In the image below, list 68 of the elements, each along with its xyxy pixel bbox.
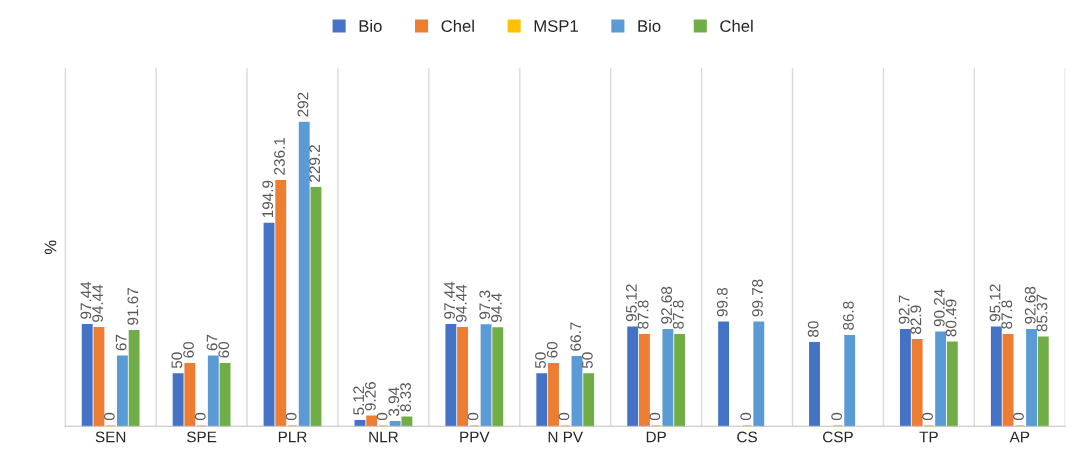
data-label: 87.8 xyxy=(637,300,649,329)
data-label: 0 xyxy=(285,412,297,421)
x-tick-label: CSP xyxy=(823,431,853,443)
x-tick-label: AP xyxy=(1009,431,1030,443)
legend-label: Chel xyxy=(720,19,753,32)
data-label: 99.78 xyxy=(752,279,763,317)
data-label: 86.8 xyxy=(842,301,854,330)
data-label: 8.33 xyxy=(400,382,411,412)
data-label: 50 xyxy=(581,352,593,369)
data-label: 92.68 xyxy=(1024,286,1036,324)
data-label: 92.7 xyxy=(898,295,910,324)
data-label: 60 xyxy=(183,341,194,358)
data-label: 0 xyxy=(1013,412,1024,421)
data-label: 92.68 xyxy=(661,286,672,324)
data-label: 94.44 xyxy=(455,284,467,322)
data-label: 95.12 xyxy=(625,284,637,322)
data-label: 0 xyxy=(740,412,752,421)
data-label: 94.4 xyxy=(491,293,502,322)
data-label: 60 xyxy=(546,341,558,358)
legend-label: Bio xyxy=(359,19,382,32)
data-label: 0 xyxy=(103,412,115,421)
x-tick-label: PPV xyxy=(460,431,490,443)
data-label: 80 xyxy=(807,321,819,337)
data-label: 60 xyxy=(218,341,230,358)
data-label: 0 xyxy=(922,412,933,421)
x-tick-label: DP xyxy=(646,431,666,443)
data-label: 0 xyxy=(558,412,570,421)
x-tick-label: N PV xyxy=(548,431,583,443)
data-label: 50 xyxy=(171,352,183,369)
data-label: 229.2 xyxy=(309,145,321,182)
data-label: 0 xyxy=(831,412,843,421)
x-tick-label: CS xyxy=(737,431,757,443)
data-label: 67 xyxy=(115,334,127,351)
data-label: 50 xyxy=(535,352,546,369)
legend-label: Chel xyxy=(441,19,474,32)
data-label: 95.12 xyxy=(989,284,1001,322)
data-label: 66.7 xyxy=(570,322,582,351)
data-label: 292 xyxy=(297,92,309,117)
data-label: 97.3 xyxy=(479,290,491,319)
data-label: 90.24 xyxy=(933,289,945,327)
data-label: 80.49 xyxy=(945,299,957,337)
data-label: 9.26 xyxy=(364,382,376,411)
data-label: 0 xyxy=(467,412,479,421)
data-label: 94.44 xyxy=(92,284,104,322)
data-label: 82.9 xyxy=(910,305,922,334)
data-label: 67 xyxy=(206,334,218,351)
data-label: 0 xyxy=(194,412,206,421)
data-label: 85.37 xyxy=(1036,294,1048,332)
x-tick-label: NLR xyxy=(369,431,398,443)
y-axis-title: % xyxy=(44,240,57,255)
x-tick-label: TP xyxy=(919,431,938,443)
data-label: 236.1 xyxy=(274,137,285,175)
data-label: 0 xyxy=(649,412,661,421)
data-label: 97.44 xyxy=(80,281,92,319)
data-label: 87.8 xyxy=(1001,300,1013,329)
data-label: 91.67 xyxy=(127,288,139,325)
data-label: 99.8 xyxy=(716,287,728,317)
legend-label: MSP1 xyxy=(534,20,578,32)
data-label: 3.94 xyxy=(388,387,400,417)
data-label: 194.9 xyxy=(262,180,274,218)
x-tick-label: SPE xyxy=(187,431,217,443)
x-tick-label: SEN xyxy=(95,431,126,443)
legend-label: Bio xyxy=(638,19,661,32)
data-label: 97.44 xyxy=(444,281,455,319)
data-label: 87.8 xyxy=(672,300,684,329)
data-label: 0 xyxy=(376,412,388,421)
x-tick-label: PLR xyxy=(278,431,307,443)
data-label: 5.12 xyxy=(353,386,365,415)
